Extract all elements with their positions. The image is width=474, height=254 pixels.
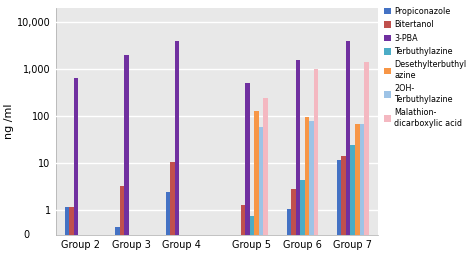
Bar [346,41,350,254]
Bar [245,83,250,254]
Bar [341,156,346,254]
Bar [124,55,129,254]
Bar [364,62,369,254]
Bar [360,124,364,254]
Bar [300,180,305,254]
Bar [165,192,170,254]
Bar [254,111,259,254]
Bar [236,245,241,254]
Bar [309,121,314,254]
Bar [175,41,179,254]
Text: 0: 0 [24,230,30,240]
Bar [120,186,124,254]
Legend: Propiconazole, Bitertanol, 3-PBA, Terbuthylazine, Desethylterbuthyl
azine, 2OH-
: Propiconazole, Bitertanol, 3-PBA, Terbut… [381,4,469,131]
Bar [291,189,296,254]
Bar [286,209,291,254]
Bar [115,227,120,254]
Bar [264,98,268,254]
Bar [305,117,309,254]
Y-axis label: ng /ml: ng /ml [4,104,14,139]
Bar [170,162,175,254]
Bar [337,161,341,254]
Bar [350,145,355,254]
Bar [65,207,69,254]
Bar [74,78,79,254]
Bar [259,127,264,254]
Bar [69,207,74,254]
Bar [314,69,318,254]
Bar [250,216,254,254]
Bar [296,60,300,254]
Bar [241,205,245,254]
Bar [355,124,360,254]
